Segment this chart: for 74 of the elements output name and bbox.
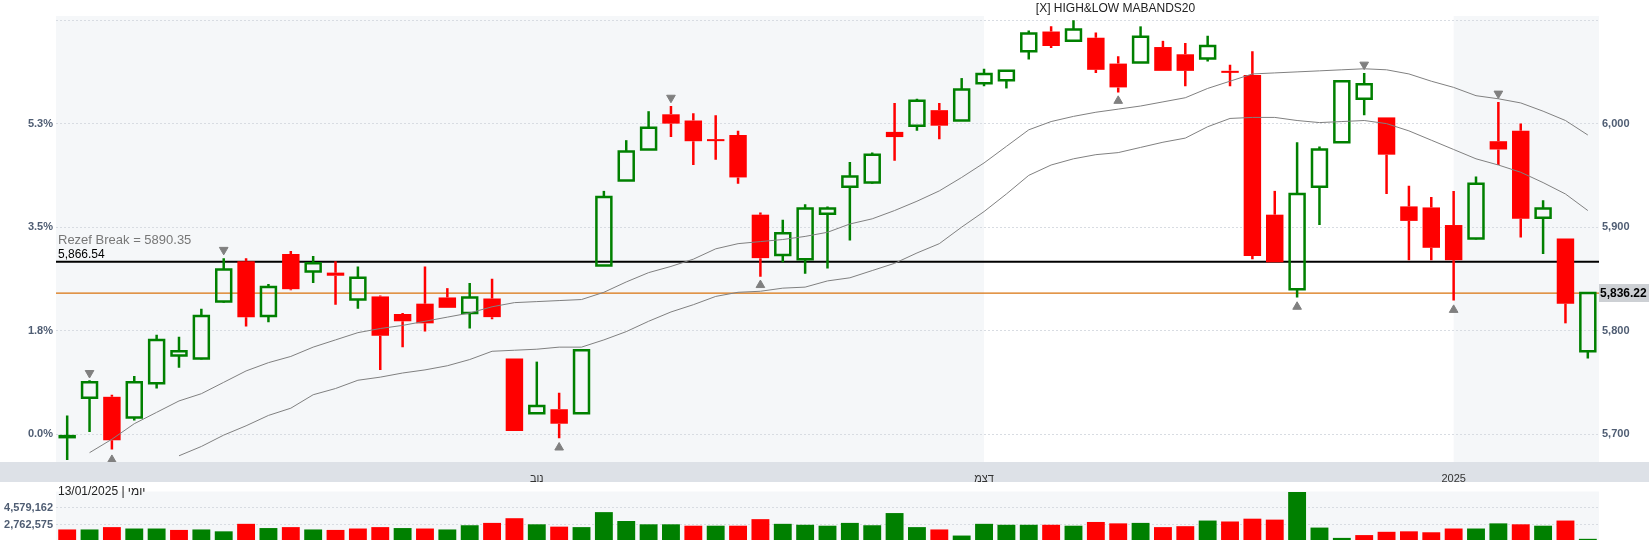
point (554, 442, 564, 451)
candlestick (930, 101, 949, 141)
candlestick (170, 335, 188, 370)
candlestick (259, 282, 278, 324)
candlestick (1243, 49, 1262, 261)
candlestick (125, 374, 143, 422)
ref-line-label: 5,836.22 (1600, 286, 1648, 301)
candlestick (1310, 145, 1329, 227)
candlestick (1377, 117, 1396, 196)
candlestick (416, 265, 434, 333)
candlestick (997, 69, 1016, 90)
y-tick-label: 6,000 (1602, 116, 1630, 129)
candlestick (818, 205, 837, 270)
point (107, 454, 117, 462)
candlestick (662, 104, 680, 139)
point (1493, 90, 1504, 100)
candlestick (751, 211, 770, 279)
y-tick-label: 4,579,162 (4, 500, 53, 513)
point (1292, 301, 1302, 310)
candlestick (550, 391, 568, 440)
candlestick (1444, 189, 1463, 302)
candlestick (1355, 71, 1373, 117)
ref-line-label: 5,866.54 (58, 246, 106, 261)
candlestick (528, 360, 546, 415)
y2-tick-label: 1.8% (27, 323, 54, 336)
x-tick-label: דצמ (974, 471, 994, 484)
point (1359, 61, 1370, 71)
candlestick (438, 286, 457, 308)
candlestick (1422, 195, 1440, 262)
y2-tick-label: 5.3% (27, 116, 54, 129)
candlestick (684, 112, 703, 167)
text: [X] HIGH&LOW MABANDS20 (1035, 1, 1196, 15)
candlestick (80, 379, 99, 434)
point (1448, 304, 1459, 313)
candlestick (483, 277, 501, 321)
candlestick (706, 114, 725, 162)
y-tick-label: 5,700 (1602, 427, 1630, 440)
candlestick (304, 254, 322, 285)
candlestick (841, 160, 859, 242)
candlestick (1221, 63, 1239, 88)
point (755, 279, 766, 289)
candlestick (1534, 198, 1552, 256)
x-tick-label: 2025 (1441, 471, 1466, 484)
candlestick (885, 101, 904, 163)
candlestick (58, 414, 76, 462)
candlestick (1266, 189, 1284, 263)
x-tick-label: נוב (529, 471, 544, 484)
candlestick (639, 109, 658, 151)
candlestick (1064, 18, 1083, 43)
candlestick (1512, 122, 1530, 239)
candlestick (796, 203, 814, 275)
candlestick (215, 256, 233, 303)
y-tick-label: 5,800 (1602, 323, 1630, 336)
candlestick (952, 76, 971, 122)
annotation: Rezef Break = 5890.35 (58, 231, 192, 247)
y2-tick-label: 0.0% (27, 427, 54, 440)
annotation: יומי | 13/01/2025 (58, 484, 146, 498)
candlestick (326, 260, 345, 306)
point (218, 246, 229, 256)
y2-tick-label: 3.5% (27, 220, 54, 233)
candlestick (1489, 100, 1508, 167)
candlestick (774, 218, 792, 264)
candlestick (147, 333, 166, 390)
point (666, 94, 676, 104)
candlestick (460, 281, 479, 330)
candlestick (1131, 25, 1150, 64)
candlestick (1400, 184, 1418, 262)
y-tick-label: 5,900 (1602, 220, 1630, 233)
candlestick (1176, 41, 1195, 88)
candlestick (349, 265, 367, 311)
candlestick (1109, 55, 1127, 94)
candlestick (1198, 34, 1217, 63)
candlestick (1288, 141, 1306, 299)
y-tick-label: 2,762,575 (4, 517, 53, 530)
